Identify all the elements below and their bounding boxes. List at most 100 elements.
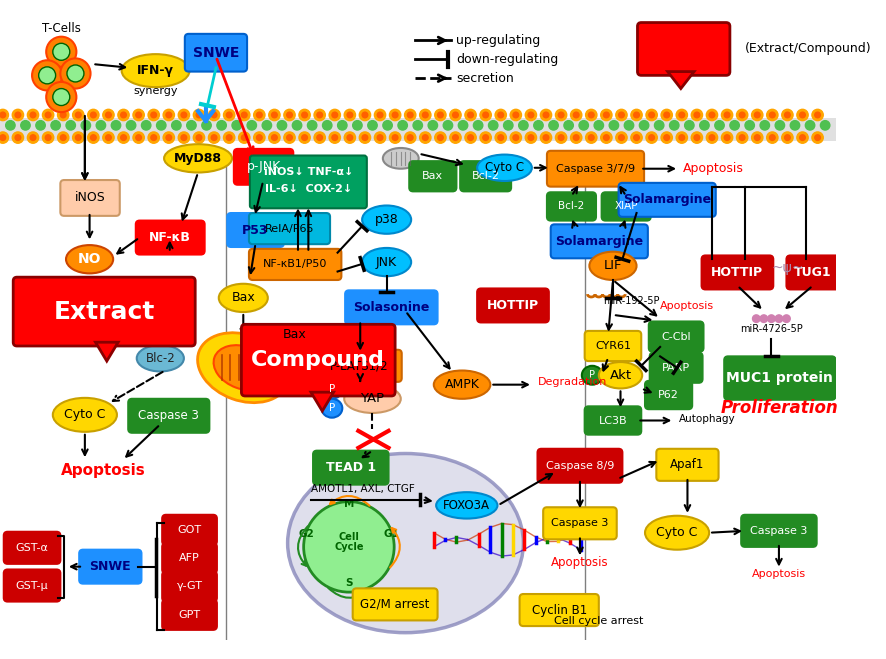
Text: Blc-2: Blc-2 (145, 352, 175, 365)
Text: Bax: Bax (283, 328, 307, 341)
Text: Apoptosis: Apoptosis (61, 463, 146, 478)
Circle shape (148, 109, 159, 121)
Circle shape (603, 135, 610, 140)
Circle shape (51, 121, 60, 130)
Circle shape (579, 121, 588, 130)
Circle shape (268, 109, 280, 121)
Circle shape (241, 135, 247, 140)
Text: Solamargine: Solamargine (623, 193, 711, 206)
Circle shape (211, 135, 217, 140)
Text: Compound: Compound (252, 350, 385, 370)
FancyBboxPatch shape (13, 277, 195, 346)
Circle shape (253, 132, 265, 143)
Circle shape (277, 121, 287, 130)
Circle shape (706, 132, 718, 143)
Circle shape (60, 135, 66, 140)
Circle shape (573, 112, 579, 118)
Circle shape (694, 135, 700, 140)
Text: synergy: synergy (134, 86, 178, 96)
Text: NO: NO (78, 252, 101, 266)
Circle shape (398, 121, 408, 130)
Text: Caspase 3: Caspase 3 (551, 518, 609, 529)
Circle shape (112, 121, 120, 130)
Text: Caspase 3/7/9: Caspase 3/7/9 (556, 163, 635, 174)
Circle shape (571, 132, 582, 143)
Circle shape (518, 121, 528, 130)
Text: P: P (329, 384, 335, 394)
Text: Cyto C: Cyto C (485, 161, 525, 174)
Text: miR-4726-5P: miR-4726-5P (740, 324, 803, 334)
Text: P-LATS1/2: P-LATS1/2 (330, 359, 389, 372)
Circle shape (223, 132, 235, 143)
Text: XIAP: XIAP (614, 202, 638, 212)
Circle shape (676, 109, 688, 121)
Circle shape (610, 121, 618, 130)
Circle shape (670, 121, 679, 130)
Circle shape (12, 132, 24, 143)
Circle shape (525, 109, 537, 121)
Circle shape (88, 132, 99, 143)
Circle shape (73, 132, 84, 143)
Circle shape (586, 132, 597, 143)
FancyBboxPatch shape (162, 571, 217, 602)
FancyBboxPatch shape (185, 34, 247, 72)
Circle shape (211, 112, 217, 118)
Circle shape (257, 135, 262, 140)
Circle shape (27, 109, 39, 121)
Text: PARP: PARP (662, 362, 690, 373)
Circle shape (785, 135, 790, 140)
Ellipse shape (582, 366, 602, 385)
Circle shape (694, 112, 700, 118)
Circle shape (736, 132, 748, 143)
Circle shape (226, 112, 232, 118)
Circle shape (58, 132, 69, 143)
Text: Cell cycle arrest: Cell cycle arrest (554, 616, 643, 626)
Text: Degradation: Degradation (538, 377, 607, 387)
Circle shape (60, 59, 90, 88)
Text: iNOS↓ TNF-α↓: iNOS↓ TNF-α↓ (264, 167, 353, 177)
Circle shape (760, 315, 767, 322)
Ellipse shape (589, 252, 636, 280)
Circle shape (338, 121, 347, 130)
Circle shape (495, 109, 507, 121)
FancyBboxPatch shape (645, 381, 692, 409)
Text: Cycle: Cycle (334, 542, 363, 552)
Circle shape (196, 112, 202, 118)
FancyBboxPatch shape (638, 22, 730, 75)
Circle shape (272, 135, 277, 140)
Circle shape (45, 135, 51, 140)
FancyBboxPatch shape (162, 600, 217, 630)
Circle shape (287, 112, 292, 118)
Circle shape (105, 135, 112, 140)
Circle shape (405, 132, 416, 143)
Circle shape (73, 109, 84, 121)
Text: IL-6↓  COX-2↓: IL-6↓ COX-2↓ (265, 183, 352, 194)
Circle shape (563, 121, 573, 130)
Circle shape (691, 109, 703, 121)
Circle shape (329, 109, 340, 121)
Circle shape (730, 121, 739, 130)
FancyBboxPatch shape (79, 550, 142, 584)
Text: Solamargine: Solamargine (556, 235, 643, 248)
Circle shape (603, 112, 610, 118)
Circle shape (770, 112, 775, 118)
Circle shape (721, 132, 733, 143)
Text: Apoptosis: Apoptosis (752, 569, 806, 579)
Text: SNWE: SNWE (89, 560, 131, 573)
Circle shape (468, 112, 473, 118)
Circle shape (556, 109, 567, 121)
Circle shape (646, 132, 657, 143)
Circle shape (232, 121, 241, 130)
Text: down-regulating: down-regulating (456, 53, 559, 66)
Circle shape (148, 132, 159, 143)
FancyBboxPatch shape (702, 256, 773, 289)
Text: Extract: Extract (53, 300, 155, 324)
FancyBboxPatch shape (787, 256, 839, 289)
Circle shape (317, 112, 323, 118)
Text: CYR61: CYR61 (595, 341, 631, 351)
Text: T-Cells: T-Cells (42, 22, 81, 35)
FancyBboxPatch shape (317, 350, 401, 382)
Circle shape (226, 135, 232, 140)
Circle shape (58, 109, 69, 121)
Circle shape (770, 135, 775, 140)
